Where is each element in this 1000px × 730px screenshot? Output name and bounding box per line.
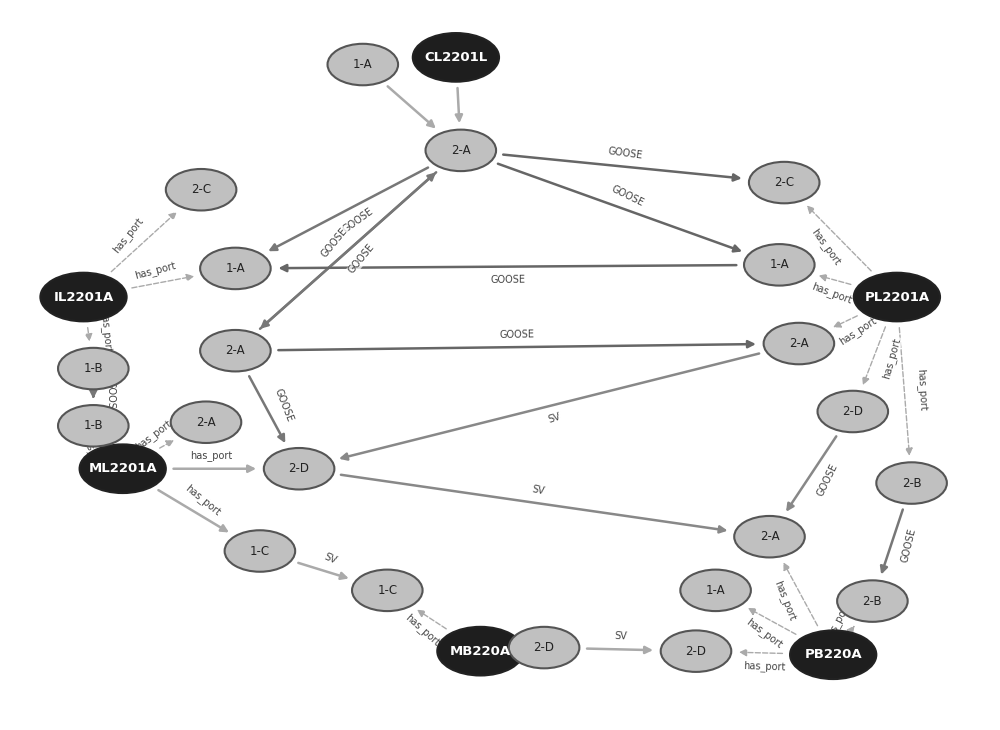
Text: has_port: has_port [134,418,174,453]
Text: PL2201A: PL2201A [864,291,929,304]
Ellipse shape [225,530,295,572]
Text: has_port: has_port [78,431,107,474]
Ellipse shape [790,631,876,679]
Ellipse shape [876,462,947,504]
Text: 2-A: 2-A [451,144,471,157]
Text: 2-D: 2-D [289,462,310,475]
Ellipse shape [437,627,524,675]
Text: 2-D: 2-D [842,405,863,418]
Text: IL2201A: IL2201A [53,291,114,304]
Ellipse shape [426,130,496,171]
Text: has_port: has_port [809,227,843,268]
Text: MB220A: MB220A [450,645,511,658]
Text: 1-B: 1-B [83,362,103,375]
Ellipse shape [744,244,815,285]
Text: 2-A: 2-A [226,344,245,357]
Text: GOOSE: GOOSE [106,380,116,415]
Text: 1-B: 1-B [83,419,103,432]
Text: has_port: has_port [133,260,177,281]
Text: 1-A: 1-A [706,584,725,597]
Text: 2-D: 2-D [534,641,555,654]
Ellipse shape [80,445,166,493]
Text: 2-C: 2-C [191,183,211,196]
Ellipse shape [749,162,819,204]
Text: has_port: has_port [403,612,441,648]
Text: 1-A: 1-A [353,58,373,71]
Ellipse shape [264,448,334,490]
Text: 2-D: 2-D [686,645,706,658]
Ellipse shape [40,273,127,321]
Ellipse shape [328,44,398,85]
Text: GOOSE: GOOSE [900,527,918,564]
Text: GOOSE: GOOSE [499,329,534,339]
Text: 2-A: 2-A [789,337,809,350]
Text: GOOSE: GOOSE [341,206,376,234]
Text: has_port: has_port [190,450,232,461]
Text: SV: SV [531,484,545,496]
Ellipse shape [818,391,888,432]
Text: GOOSE: GOOSE [490,274,525,285]
Text: 1-A: 1-A [226,262,245,275]
Text: SV: SV [614,631,627,642]
Ellipse shape [171,402,241,443]
Text: 1-C: 1-C [377,584,397,597]
Text: CL2201L: CL2201L [424,51,488,64]
Ellipse shape [837,580,908,622]
Text: 2-A: 2-A [196,415,216,429]
Text: has_port: has_port [772,579,798,622]
Text: 1-C: 1-C [250,545,270,558]
Ellipse shape [734,516,805,558]
Text: has_port: has_port [98,310,113,353]
Text: ML2201A: ML2201A [88,462,157,475]
Text: GOOSE: GOOSE [610,184,646,208]
Ellipse shape [352,569,423,611]
Text: GOOSE: GOOSE [347,242,377,275]
Text: has_port: has_port [881,336,903,380]
Text: has_port: has_port [915,368,929,411]
Ellipse shape [413,33,499,82]
Text: 2-B: 2-B [863,594,882,607]
Ellipse shape [166,169,236,210]
Ellipse shape [509,627,579,669]
Ellipse shape [58,405,129,447]
Ellipse shape [854,273,940,321]
Text: has_port: has_port [810,280,854,306]
Text: 2-C: 2-C [774,176,794,189]
Text: 1-A: 1-A [769,258,789,272]
Text: 2-B: 2-B [902,477,921,490]
Text: has_port: has_port [111,215,146,256]
Text: has_port: has_port [183,483,222,518]
Ellipse shape [764,323,834,364]
Text: GOOSE: GOOSE [607,147,643,161]
Text: GOOSE: GOOSE [273,387,295,423]
Text: has_port: has_port [743,660,785,672]
Ellipse shape [58,347,129,389]
Text: has_port: has_port [744,616,784,650]
Ellipse shape [661,631,731,672]
Ellipse shape [200,330,271,372]
Text: PB220A: PB220A [804,648,862,661]
Text: GOOSE: GOOSE [319,226,349,259]
Ellipse shape [200,247,271,289]
Text: 2-A: 2-A [760,530,779,543]
Text: GOOSE: GOOSE [815,462,839,498]
Text: SV: SV [547,412,562,425]
Ellipse shape [680,569,751,611]
Text: has_port: has_port [837,315,878,347]
Text: has_port: has_port [822,601,852,643]
Text: SV: SV [323,552,338,566]
